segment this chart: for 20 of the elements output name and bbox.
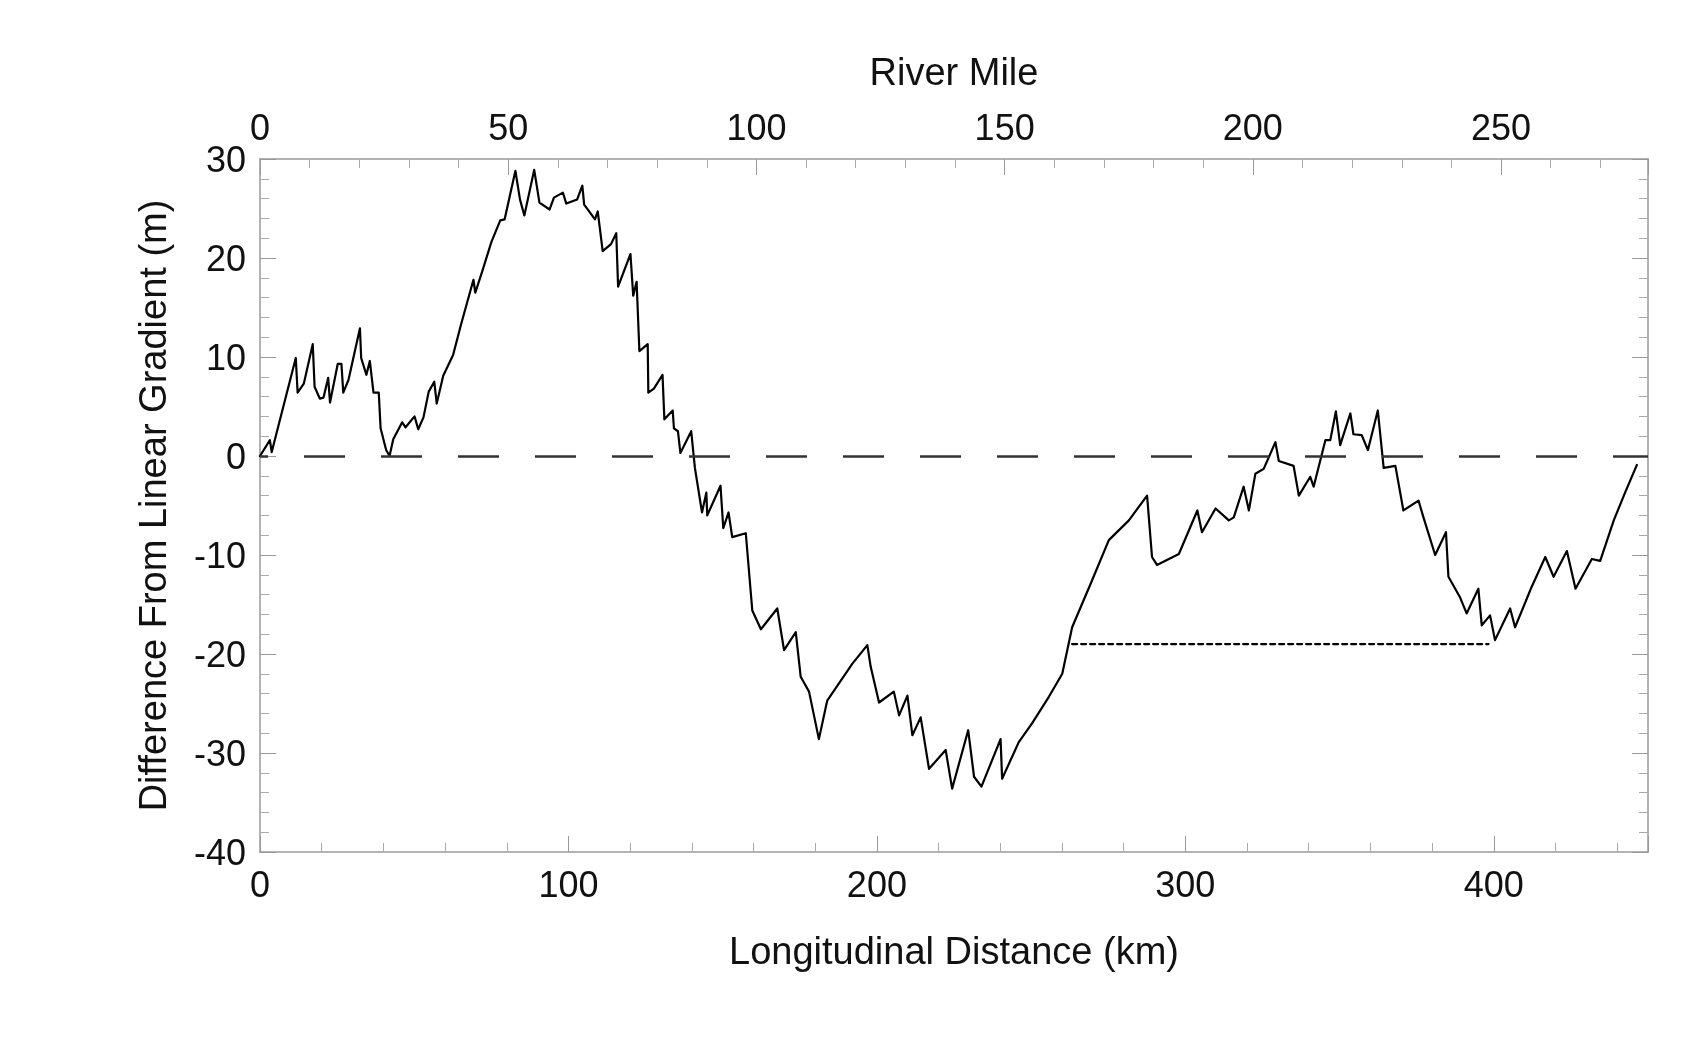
x2-tick-label: 100: [726, 106, 787, 148]
y-tick-label: 0: [225, 435, 246, 477]
x2-axis-title: River Mile: [869, 51, 1039, 93]
x2-tick-label: 200: [1222, 106, 1283, 148]
y-tick-label: -40: [193, 831, 246, 873]
x2-tick-label: 150: [974, 106, 1035, 148]
y-tick-label: 10: [205, 336, 246, 378]
x2-tick-label: 250: [1471, 106, 1532, 148]
y-tick-label: -30: [193, 732, 246, 774]
y-tick-label: -10: [193, 534, 246, 576]
x-tick-label: 400: [1463, 863, 1524, 905]
y-axis-title: Difference From Linear Gradient (m): [132, 199, 174, 812]
y-tick-label: -20: [193, 633, 246, 675]
y-tick-label: 20: [205, 237, 246, 279]
x-axis-title: Longitudinal Distance (km): [729, 930, 1179, 972]
y-tick-label: 30: [205, 138, 246, 180]
x-tick-label: 200: [846, 863, 907, 905]
x2-tick-label: 50: [488, 106, 529, 148]
x-tick-label: 100: [538, 863, 599, 905]
x-tick-label: 300: [1155, 863, 1216, 905]
